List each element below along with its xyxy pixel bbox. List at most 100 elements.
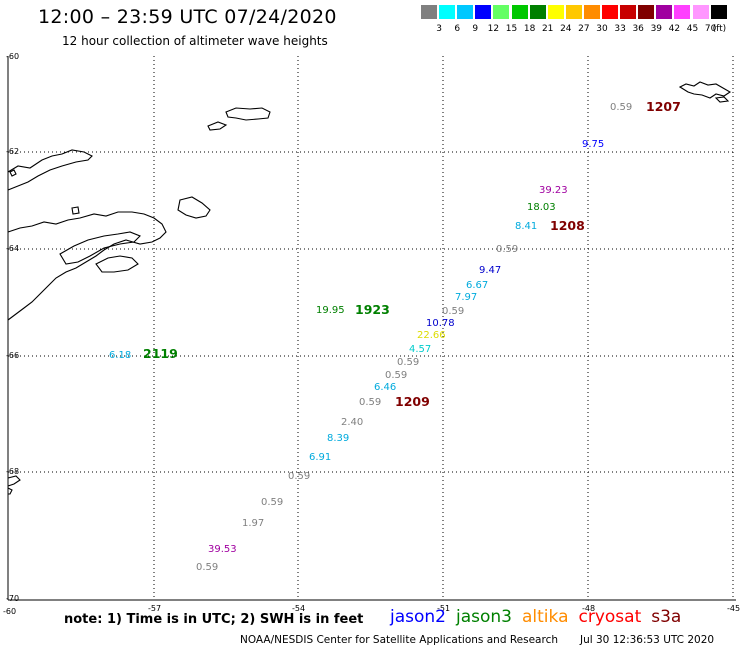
- wave-height-value: 39.53: [208, 544, 237, 555]
- lat-label: -64: [6, 244, 19, 253]
- scale-swatch: [602, 5, 618, 19]
- scale-label: 70: [704, 24, 717, 34]
- observation-time-label: 1209: [395, 394, 430, 409]
- wave-height-value: 39.23: [539, 185, 568, 196]
- coastline-island-1: [225, 107, 271, 121]
- legend-jason3: jason3: [456, 607, 512, 627]
- wave-height-value: 2.40: [341, 417, 363, 428]
- footer-timestamp: Jul 30 12:36:53 UTC 2020: [580, 634, 715, 646]
- scale-swatch: [493, 5, 510, 19]
- wave-height-value: 22.66: [417, 330, 446, 341]
- wave-height-value: 9.75: [582, 139, 604, 150]
- map-title: 12:00 – 23:59 UTC 07/24/2020: [38, 6, 337, 28]
- map-subtitle: 12 hour collection of altimeter wave hei…: [62, 34, 328, 48]
- legend-cryosat: cryosat: [578, 607, 642, 627]
- lon-label: -48: [582, 604, 595, 613]
- scale-swatch: [475, 5, 492, 19]
- coastline-peninsula-main: [7, 211, 167, 321]
- scale-label: 27: [578, 24, 590, 34]
- lat-label: -62: [6, 147, 19, 156]
- coastline-island-3: [177, 196, 211, 219]
- wave-height-value: 0.59: [442, 306, 464, 317]
- scale-label: 30: [596, 24, 608, 34]
- scale-label: 15: [505, 24, 518, 34]
- wave-height-observations: 0.59 1207 9.75 39.23 18.03 8.41 1208 0.59 9.47 6.…: [109, 99, 681, 573]
- scale-swatch: [583, 5, 600, 19]
- wave-height-value: 6.46: [374, 382, 396, 393]
- legend-jason2: jason2: [390, 607, 446, 627]
- wave-height-value: 6.67: [466, 280, 488, 291]
- lat-label: -66: [6, 351, 19, 360]
- wave-height-value: 0.59: [496, 244, 518, 255]
- wave-height-value: 4.57: [409, 344, 431, 355]
- scale-swatch: [457, 5, 474, 19]
- footer-organization: NOAA/NESDIS Center for Satellite Applica…: [240, 634, 558, 646]
- scale-label: 18: [523, 24, 536, 34]
- wave-height-value: 0.59: [288, 471, 310, 482]
- wave-height-value: 8.41: [515, 221, 537, 232]
- observation-time-label: 1207: [646, 99, 681, 114]
- wave-height-value: 10.78: [426, 318, 455, 329]
- wave-height-value: 1.97: [242, 518, 264, 529]
- scale-swatch: [674, 5, 691, 19]
- wave-height-value: 19.95: [316, 305, 345, 316]
- lon-label: -45: [727, 604, 740, 613]
- coastline-small-island: [714, 96, 730, 103]
- scale-label: 39: [650, 24, 663, 34]
- scale-label: 36: [632, 24, 644, 34]
- wave-height-value: 6.91: [309, 452, 331, 463]
- scale-swatch: [565, 5, 582, 19]
- scale-swatch: [421, 5, 437, 19]
- scale-label: 12: [487, 24, 500, 34]
- wave-height-value: 0.59: [610, 102, 632, 113]
- legend-altika: altika: [522, 607, 569, 627]
- coastline-inner-bay: [59, 231, 141, 265]
- note-text: note: 1) Time is in UTC; 2) SWH is in fe…: [64, 612, 364, 627]
- wave-height-value: 7.97: [455, 292, 477, 303]
- wave-height-value: 0.59: [196, 562, 218, 573]
- wave-height-value: 0.59: [261, 497, 283, 508]
- wave-height-value: 18.03: [527, 202, 556, 213]
- scale-label: 42: [668, 24, 681, 34]
- scale-swatch: [710, 5, 727, 19]
- scale-swatch: [511, 5, 528, 19]
- scale-swatch: [692, 5, 709, 19]
- coastline-james-ross: [95, 255, 139, 273]
- wave-height-value: 0.59: [397, 357, 419, 368]
- observation-time-label: 2119: [143, 346, 178, 361]
- scale-swatch: [439, 5, 456, 19]
- scale-swatch: [529, 5, 546, 19]
- wave-height-value: 8.39: [327, 433, 349, 444]
- scale-label: 9: [472, 24, 479, 34]
- wave-height-value: 0.59: [385, 370, 407, 381]
- coastline-south-orkney: [678, 81, 732, 99]
- legend-s3a: s3a: [651, 607, 682, 627]
- scale-label: 33: [614, 24, 626, 34]
- lat-label: -70: [6, 594, 19, 603]
- observation-time-label: 1208: [550, 218, 585, 233]
- scale-label: 6: [454, 24, 461, 34]
- coastline-island-4: [71, 206, 80, 215]
- axis-labels: -60 -57 -54 -51 -48 -45 -60 -62 -64 -66 …: [3, 52, 740, 616]
- scale-swatch: [620, 5, 637, 19]
- lat-label: -68: [6, 467, 19, 476]
- scale-label: 21: [541, 24, 554, 34]
- wave-height-value: 9.47: [479, 265, 501, 276]
- coastline-south-fragment: [7, 475, 21, 487]
- graticule: [8, 56, 736, 600]
- scale-label: 24: [560, 24, 572, 34]
- observation-time-label: 1923: [355, 302, 390, 317]
- wave-height-value: 0.59: [359, 397, 381, 408]
- coastline-south-fragment-2: [7, 487, 13, 495]
- wave-height-value: 6.18: [109, 350, 131, 361]
- lon-label: -51: [437, 604, 450, 613]
- lon-label: -54: [292, 604, 305, 613]
- coastline-island-2: [207, 121, 228, 131]
- scale-swatch: [547, 5, 564, 19]
- coastline-small-2: [9, 169, 17, 177]
- scale-swatch: [638, 5, 655, 19]
- lat-label: -60: [6, 52, 19, 61]
- lon-label: -57: [148, 604, 161, 613]
- corner-label: -60: [3, 607, 16, 616]
